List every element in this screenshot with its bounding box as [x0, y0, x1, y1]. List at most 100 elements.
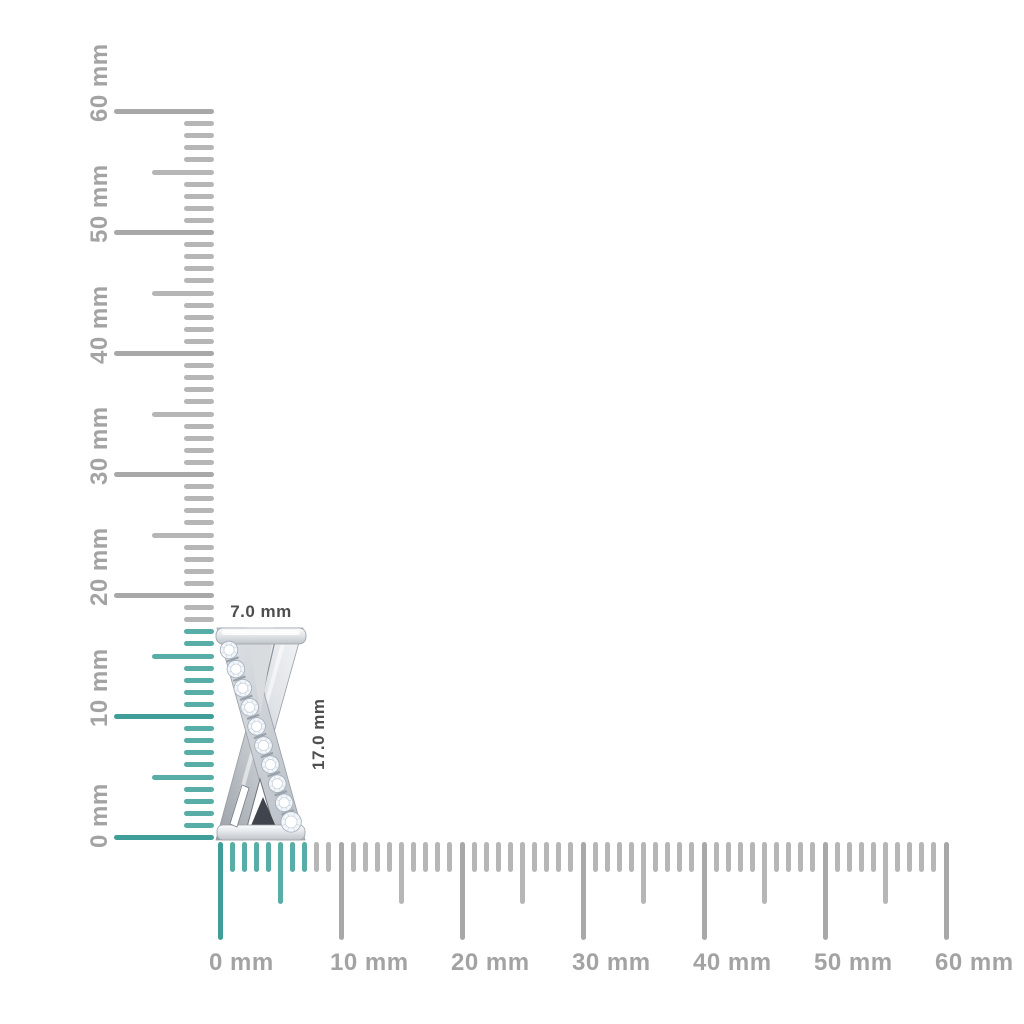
diamond-facet-line — [255, 741, 259, 744]
diamond-facet-line — [248, 722, 252, 725]
vertical-ruler-tick — [184, 677, 214, 683]
diamond-facet-line — [281, 817, 286, 820]
vertical-ruler-tick — [184, 447, 214, 453]
horizontal-ruler-tick — [447, 842, 453, 872]
horizontal-ruler-tick — [568, 842, 574, 872]
vertical-ruler-tick — [184, 629, 214, 635]
vertical-ruler-tick — [184, 387, 214, 393]
vertical-ruler-tick — [184, 121, 214, 127]
diamond-facet-line — [275, 766, 279, 769]
horizontal-ruler-tick — [737, 842, 743, 872]
horizontal-ruler-tick — [822, 842, 828, 940]
vertical-ruler-tick — [184, 665, 214, 671]
diamond-facet-line — [273, 788, 276, 792]
diamond-table-facet — [244, 701, 256, 713]
diamond-facet-line — [225, 641, 228, 646]
vertical-ruler-label: 0 mm — [86, 782, 113, 848]
horizontal-ruler-tick — [338, 842, 344, 940]
vertical-ruler-tick — [152, 532, 214, 538]
diamond-facet-line — [288, 799, 293, 802]
diamond-stones — [219, 640, 302, 833]
horizontal-ruler-label: 50 mm — [814, 949, 893, 976]
horizontal-ruler-tick — [774, 842, 780, 872]
vertical-ruler-tick — [184, 145, 214, 151]
vertical-ruler-tick — [184, 580, 214, 586]
horizontal-ruler-tick — [399, 842, 404, 904]
diamond-facet-line — [239, 692, 242, 697]
prong-bar — [253, 732, 267, 740]
vertical-ruler-label: 40 mm — [86, 284, 113, 364]
diamond-facet-line — [269, 780, 273, 783]
diamond-facet-line — [288, 804, 293, 807]
horizontal-ruler-label: 0 mm — [209, 949, 274, 976]
vertical-ruler-tick — [152, 653, 214, 659]
vertical-ruler-tick — [152, 169, 214, 175]
diamond-facet-line — [266, 769, 269, 773]
diamond-facet-line — [233, 651, 238, 654]
diamond-facet-line — [240, 670, 245, 673]
height-dimension-label: 17.0 mm — [309, 698, 328, 770]
horizontal-ruler-tick — [520, 842, 525, 904]
diamond-facet-line — [266, 756, 269, 760]
diamond-facet-line — [293, 827, 296, 832]
vertical-ruler-tick — [114, 593, 214, 598]
vertical-ruler-tick — [184, 133, 214, 139]
diamond-facet-line — [278, 788, 281, 792]
horizontal-ruler-tick — [374, 842, 380, 872]
vertical-ruler-tick — [114, 835, 214, 840]
diamond-facet-line — [241, 703, 246, 706]
vertical-ruler-label: 60 mm — [86, 42, 113, 122]
diamond-facet-line — [237, 660, 240, 665]
vertical-ruler-label: 20 mm — [86, 526, 113, 606]
diamond-facet-line — [281, 823, 286, 827]
vertical-ruler-tick — [184, 363, 214, 369]
diamond-facet-line — [241, 708, 246, 711]
vertical-ruler-tick — [184, 750, 214, 756]
horizontal-ruler-label: 10 mm — [330, 949, 409, 976]
diamond-facet-line — [285, 807, 288, 812]
vertical-ruler-tick — [184, 278, 214, 284]
vertical-ruler-tick — [184, 605, 214, 611]
vertical-ruler-tick — [184, 242, 214, 248]
horizontal-ruler-tick — [641, 842, 646, 904]
diamond-table-facet — [264, 759, 276, 771]
horizontal-ruler-label: 60 mm — [935, 949, 1014, 976]
horizontal-ruler-tick — [810, 842, 816, 872]
diamond-facet-line — [286, 827, 290, 832]
horizontal-ruler-tick — [653, 842, 659, 872]
vertical-ruler-tick — [184, 314, 214, 320]
horizontal-ruler-tick — [725, 842, 731, 872]
horizontal-ruler-tick — [386, 842, 392, 872]
horizontal-ruler-tick — [858, 842, 864, 872]
horizontal-ruler-tick — [762, 842, 767, 904]
horizontal-ruler-tick — [229, 842, 235, 872]
diamond-facet-line — [262, 766, 266, 769]
vertical-ruler-tick — [184, 484, 214, 490]
diamond-facet-line — [251, 711, 254, 716]
horizontal-ruler-tick — [483, 842, 489, 872]
horizontal-ruler-tick — [616, 842, 622, 872]
vertical-ruler-tick — [152, 290, 214, 296]
diamond-facet-line — [293, 812, 296, 817]
diamond-table-facet — [230, 663, 242, 675]
diamond-facet-line — [232, 673, 235, 678]
diamond-facet-line — [239, 679, 242, 684]
vertical-ruler-tick — [184, 423, 214, 429]
horizontal-ruler-tick — [907, 842, 913, 872]
diamond-facet-line — [272, 769, 275, 773]
diamond-facet-line — [265, 737, 268, 741]
diamond-facet-line — [285, 794, 288, 799]
vertical-ruler-tick — [184, 726, 214, 732]
diamond-facet-line — [251, 699, 254, 703]
diamond-facet-line — [261, 722, 265, 725]
vertical-ruler-tick — [184, 302, 214, 308]
vertical-ruler-tick — [184, 205, 214, 211]
vertical-ruler-tick — [184, 641, 214, 647]
top-bar-highlight — [222, 630, 300, 635]
prong-bar — [260, 751, 274, 759]
diamond-facet-line — [272, 756, 275, 760]
vertical-ruler-tick — [184, 798, 214, 804]
diamond-facet-line — [230, 641, 233, 646]
diamond-facet-line — [296, 817, 301, 820]
